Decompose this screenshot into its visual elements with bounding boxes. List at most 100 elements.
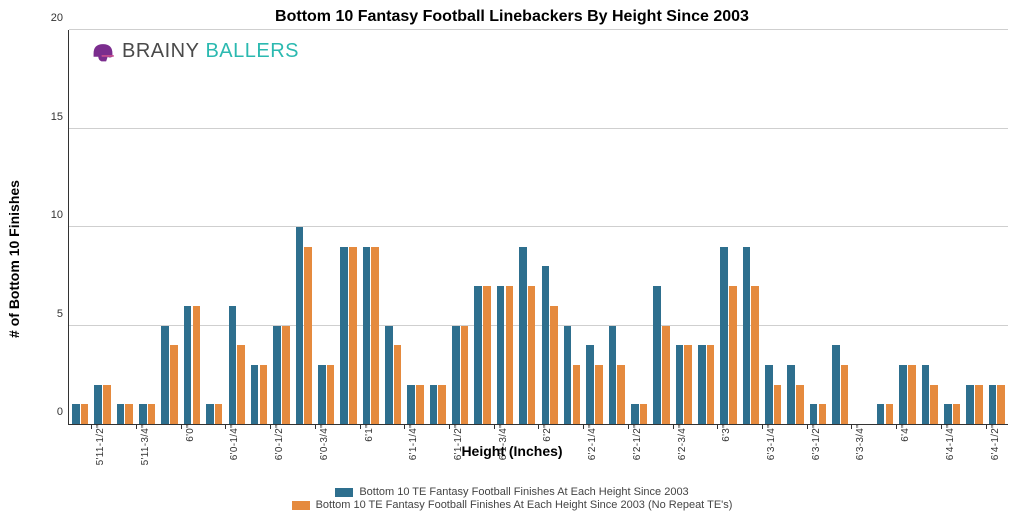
bar xyxy=(819,404,827,424)
bar xyxy=(707,345,715,424)
bar xyxy=(394,345,402,424)
bar xyxy=(125,404,133,424)
bar xyxy=(349,247,357,424)
y-tick-label: 0 xyxy=(57,406,69,418)
category-group: 6'1-1/2" xyxy=(427,30,472,424)
y-tick-label: 15 xyxy=(51,111,69,123)
bars-group: 5'11-1/2"5'11-3/4"6'0"6'0-1/4"6'0-1/2" 6'… xyxy=(69,30,1008,424)
bar xyxy=(796,385,804,424)
category-group: 6'0-1/2" xyxy=(248,30,293,424)
bar xyxy=(930,385,938,424)
bar xyxy=(528,286,536,424)
category-group: 6'0-1/4" xyxy=(203,30,248,424)
bar xyxy=(438,385,446,424)
bar xyxy=(483,286,491,424)
plot-area: 5'11-1/2"5'11-3/4"6'0"6'0-1/4"6'0-1/2" 6'… xyxy=(68,30,1008,425)
bar xyxy=(215,404,223,424)
bar xyxy=(461,326,469,425)
category-group: 6'2" xyxy=(516,30,561,424)
bar xyxy=(787,365,795,424)
bar xyxy=(206,404,214,424)
category-group: 6'1" xyxy=(337,30,382,424)
bar xyxy=(886,404,894,424)
bar xyxy=(684,345,692,424)
legend-item: Bottom 10 TE Fantasy Football Finishes A… xyxy=(292,499,733,511)
bar xyxy=(304,247,312,424)
bar xyxy=(371,247,379,424)
category-group: 6'3-1/2" xyxy=(784,30,829,424)
x-tick-label: 6'2" xyxy=(538,424,553,442)
x-tick-label: 6'4" xyxy=(896,424,911,442)
bar xyxy=(774,385,782,424)
category-group: 6'1-1/4" xyxy=(382,30,427,424)
category-group: 6'4-1/2" xyxy=(963,30,1008,424)
bar xyxy=(743,247,751,424)
category-group: 5'11-1/2" xyxy=(69,30,114,424)
bar xyxy=(497,286,505,424)
legend-swatch xyxy=(335,488,353,497)
bar xyxy=(296,227,304,424)
x-tick-label: 6'3" xyxy=(717,424,732,442)
bar xyxy=(953,404,961,424)
bar xyxy=(273,326,281,425)
category-group: 6'3" xyxy=(695,30,740,424)
bar xyxy=(506,286,514,424)
bar xyxy=(452,326,460,425)
bar xyxy=(908,365,916,424)
bar xyxy=(170,345,178,424)
bar xyxy=(595,365,603,424)
y-tick-label: 5 xyxy=(57,308,69,320)
bar xyxy=(765,365,773,424)
category-group: 6'3-1/4" xyxy=(740,30,785,424)
bar xyxy=(698,345,706,424)
legend-swatch xyxy=(292,501,310,510)
bar xyxy=(631,404,639,424)
bar xyxy=(564,326,572,425)
bar xyxy=(810,404,818,424)
category-group: 5'11-3/4" xyxy=(114,30,159,424)
bar xyxy=(229,306,237,424)
category-group: 6'2-3/4" xyxy=(650,30,695,424)
bar xyxy=(997,385,1005,424)
bar xyxy=(989,385,997,424)
bar xyxy=(81,404,89,424)
bar xyxy=(94,385,102,424)
bar xyxy=(550,306,558,424)
bar xyxy=(877,404,885,424)
bar xyxy=(251,365,259,424)
category-group: 6'4" xyxy=(874,30,919,424)
bar xyxy=(318,365,326,424)
category-group: 6'1-3/4" xyxy=(471,30,516,424)
bar xyxy=(966,385,974,424)
bar xyxy=(72,404,80,424)
x-tick-label: 6'1" xyxy=(360,424,375,442)
bar xyxy=(237,345,245,424)
bar xyxy=(282,326,290,425)
bar xyxy=(662,326,670,425)
bar xyxy=(117,404,125,424)
bar xyxy=(148,404,156,424)
bar xyxy=(184,306,192,424)
bar xyxy=(899,365,907,424)
category-group: 6'3-3/4" xyxy=(829,30,874,424)
legend-label: Bottom 10 TE Fantasy Football Finishes A… xyxy=(316,499,733,511)
category-group: 6'4-1/4" xyxy=(919,30,964,424)
bar xyxy=(542,266,550,424)
y-tick-label: 20 xyxy=(51,12,69,24)
bar xyxy=(841,365,849,424)
bar xyxy=(676,345,684,424)
bar xyxy=(640,404,648,424)
category-group: 6'0" xyxy=(158,30,203,424)
bar xyxy=(416,385,424,424)
bar xyxy=(327,365,335,424)
bar xyxy=(340,247,348,424)
chart-container: Bottom 10 Fantasy Football Linebackers B… xyxy=(0,0,1024,517)
bar xyxy=(922,365,930,424)
bar xyxy=(161,326,169,425)
bar xyxy=(363,247,371,424)
legend: Bottom 10 TE Fantasy Football Finishes A… xyxy=(0,486,1024,511)
bar xyxy=(944,404,952,424)
bar xyxy=(653,286,661,424)
bar xyxy=(407,385,415,424)
x-axis-label: Height (Inches) xyxy=(0,443,1024,459)
